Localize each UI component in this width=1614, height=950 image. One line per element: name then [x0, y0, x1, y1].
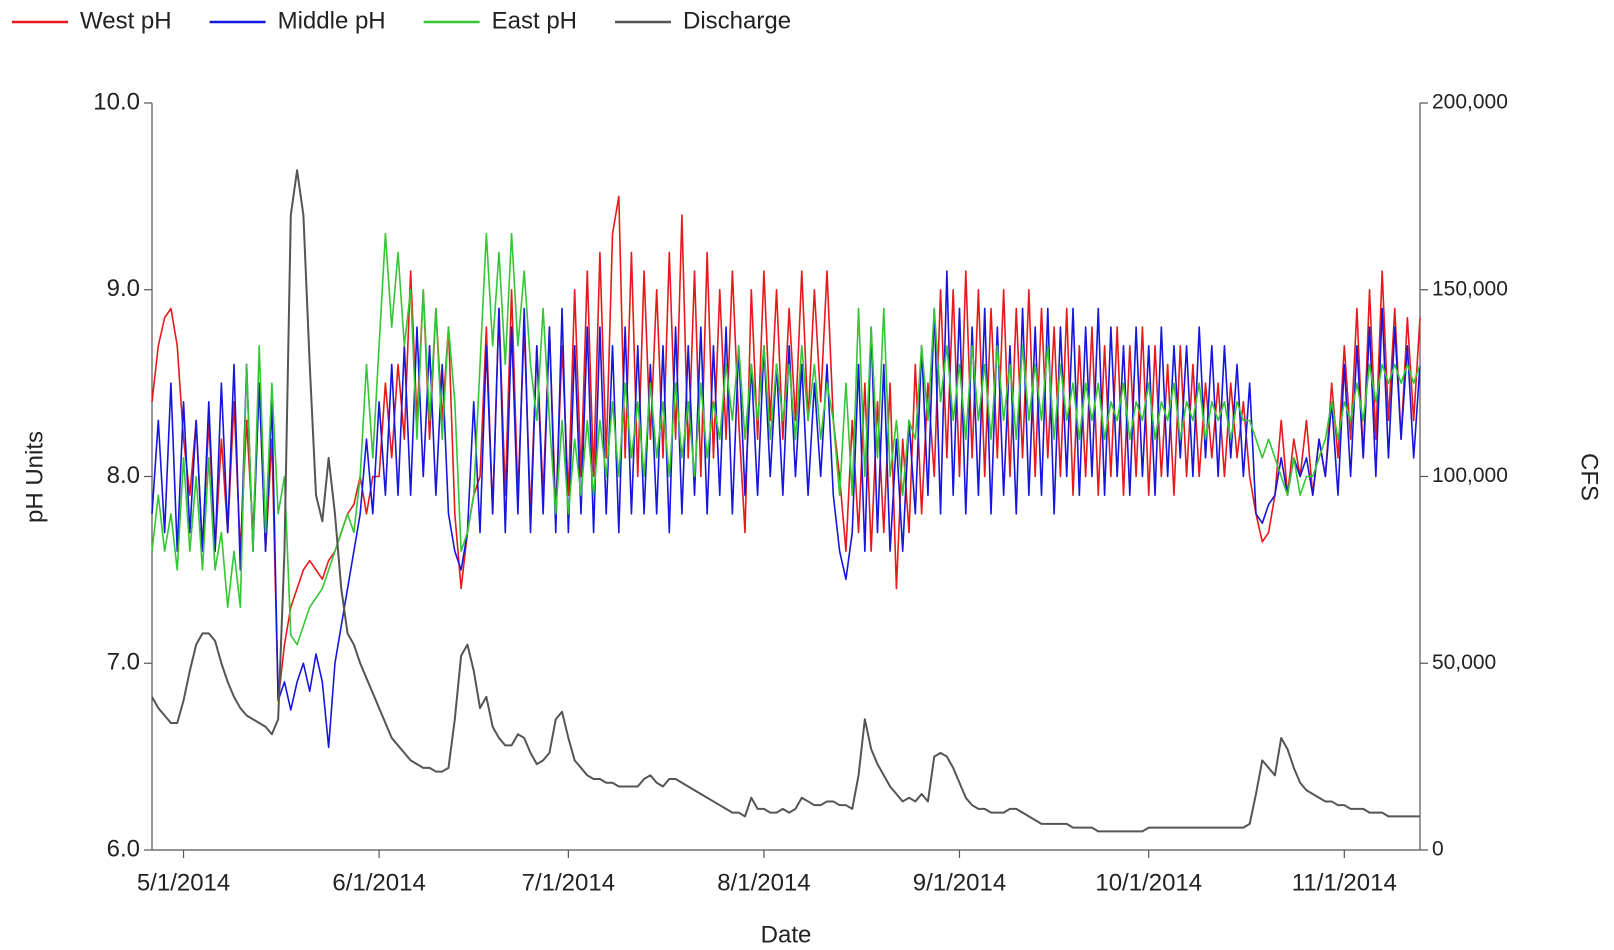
y-tick-label: 7.0 [107, 649, 140, 676]
data-line [151, 270, 1421, 749]
y-tick-label: 9.0 [107, 275, 140, 302]
y2-tick-label: 200,000 [1432, 91, 1508, 114]
legend-label: West pH [80, 7, 172, 34]
y2-tick-label: 50,000 [1432, 651, 1496, 674]
y2-tick-label: 0 [1432, 838, 1444, 861]
y-tick-label: 10.0 [93, 88, 140, 115]
legend-label: East pH [492, 7, 577, 34]
data-line [151, 169, 1420, 833]
x-tick-label: 5/1/2014 [137, 869, 230, 896]
x-axis-label: Date [761, 921, 812, 948]
x-tick-label: 10/1/2014 [1095, 869, 1202, 896]
x-tick-label: 8/1/2014 [717, 869, 810, 896]
y2-axis-label: CFS [1576, 453, 1603, 501]
y-axis-label: pH Units [21, 431, 48, 523]
x-tick-label: 6/1/2014 [332, 869, 425, 896]
x-tick-label: 7/1/2014 [522, 869, 615, 896]
y-tick-label: 6.0 [107, 835, 140, 862]
legend-label: Discharge [683, 7, 791, 34]
legend-label: Middle pH [278, 7, 386, 34]
y-tick-label: 8.0 [107, 462, 140, 489]
x-tick-label: 9/1/2014 [913, 869, 1006, 896]
y2-tick-label: 100,000 [1432, 464, 1508, 487]
data-line [151, 232, 1421, 646]
y2-tick-label: 150,000 [1432, 277, 1508, 300]
x-tick-label: 11/1/2014 [1292, 869, 1397, 896]
